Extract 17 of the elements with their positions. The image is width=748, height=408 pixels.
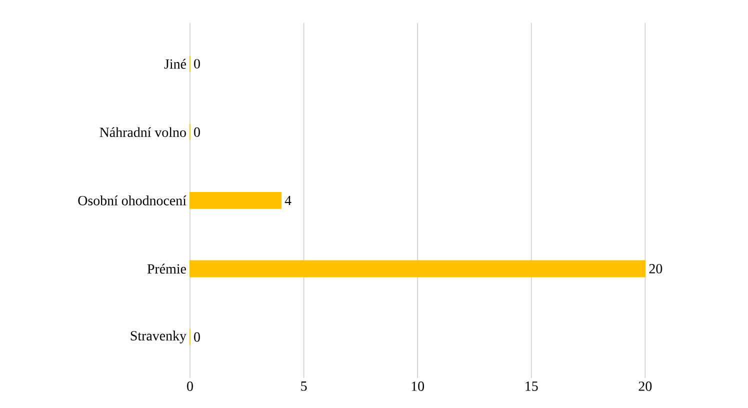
data-label: 0 [194,59,200,69]
bar [190,260,646,278]
y-tick-label: Jiné [164,58,186,69]
x-tick-label: 0 [187,382,193,391]
y-tick-label: Náhradní volno [100,127,186,138]
data-label: 4 [284,196,292,206]
x-tick-label: 5 [301,382,307,391]
y-tick-label: Stravenky [130,330,186,344]
data-label: 20 [649,264,662,274]
x-tick-label: 15 [526,382,538,391]
y-tick-label: Osobní ohodnocení [78,196,186,206]
bar [190,192,282,209]
data-label: 0 [194,332,200,342]
y-tick-label: Prémie [147,264,186,274]
data-label: 0 [194,127,200,137]
x-tick-label: 10 [412,382,424,391]
x-tick-label: 20 [638,382,652,391]
